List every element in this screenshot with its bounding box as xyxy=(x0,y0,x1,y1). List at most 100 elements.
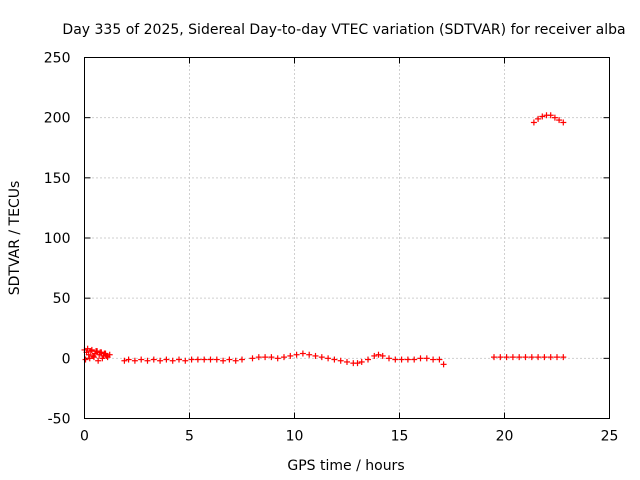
data-point xyxy=(411,356,418,363)
data-point xyxy=(392,356,399,363)
grid xyxy=(84,57,610,419)
data-point xyxy=(436,356,443,363)
data-point xyxy=(293,351,300,358)
data-point xyxy=(306,351,313,358)
data-point xyxy=(560,354,567,361)
data-point xyxy=(299,350,306,357)
data-point xyxy=(365,356,371,363)
x-tick-label: 5 xyxy=(185,429,194,445)
data-point xyxy=(232,357,239,364)
data-point xyxy=(274,355,281,362)
data-point xyxy=(358,358,365,365)
data-point xyxy=(95,357,102,364)
data-point xyxy=(85,351,92,358)
data-point xyxy=(331,356,338,363)
data-point xyxy=(541,354,548,361)
data-point xyxy=(99,355,106,362)
data-point xyxy=(430,356,437,363)
data-point xyxy=(86,355,93,362)
data-point xyxy=(535,115,542,122)
data-point xyxy=(509,354,516,361)
y-tick-label: 100 xyxy=(44,231,71,247)
data-point xyxy=(547,354,554,361)
y-tick-label: 0 xyxy=(62,351,71,367)
data-point xyxy=(344,358,350,365)
data-point xyxy=(268,354,275,361)
data-point xyxy=(281,354,287,361)
data-point xyxy=(262,354,269,361)
data-point xyxy=(404,356,411,363)
x-tick-label: 0 xyxy=(80,429,89,445)
data-point xyxy=(560,119,567,126)
data-point xyxy=(93,348,100,355)
y-tick-label: 150 xyxy=(44,171,71,187)
y-axis-label: SDTVAR / TECUs xyxy=(7,181,23,296)
data-point xyxy=(551,114,558,121)
data-point xyxy=(182,357,189,364)
data-point xyxy=(84,345,91,352)
data-point xyxy=(371,352,378,359)
data-point xyxy=(255,354,262,361)
data-point xyxy=(97,349,104,356)
data-point xyxy=(138,356,145,363)
axis-ticks: 0 5 10 15 20 25 -50 0 50 100 150 200 250 xyxy=(44,51,619,445)
data-point xyxy=(423,355,430,362)
x-tick-label: 25 xyxy=(601,429,619,445)
data-point xyxy=(176,356,182,363)
data-point xyxy=(82,356,89,363)
data-point xyxy=(188,356,195,363)
data-point xyxy=(497,354,504,361)
data-point xyxy=(144,357,151,364)
data-point xyxy=(516,354,523,361)
data-point xyxy=(150,356,157,363)
plot-frame xyxy=(84,57,610,419)
data-point xyxy=(386,355,392,362)
data-point xyxy=(87,348,94,355)
data-point xyxy=(318,354,325,361)
data-point xyxy=(194,356,201,363)
data-point xyxy=(249,355,256,362)
y-tick-label: 250 xyxy=(44,51,71,67)
y-tick-label: -50 xyxy=(48,412,71,428)
data-point xyxy=(379,352,386,359)
data-point xyxy=(547,112,554,119)
data-point xyxy=(491,354,497,361)
data-point xyxy=(530,119,537,126)
data-point xyxy=(375,351,382,358)
data-point xyxy=(220,357,227,364)
data-point xyxy=(169,357,176,364)
data-point xyxy=(556,117,563,124)
data-point xyxy=(398,356,405,363)
data-point xyxy=(131,357,138,364)
x-tick-label: 15 xyxy=(391,429,409,445)
data-point xyxy=(163,356,170,363)
data-point xyxy=(213,356,220,363)
data-point xyxy=(207,356,214,363)
data-point xyxy=(106,351,113,358)
data-point xyxy=(201,356,208,363)
y-tick-label: 50 xyxy=(53,291,71,307)
data-point xyxy=(239,356,245,363)
data-point xyxy=(539,113,546,120)
data-point xyxy=(287,352,294,359)
data-point xyxy=(440,361,447,368)
data-point xyxy=(325,355,332,362)
data-point xyxy=(226,356,233,363)
data-point xyxy=(522,354,529,361)
data-point xyxy=(88,346,95,353)
data-point xyxy=(535,354,542,361)
data-point xyxy=(417,355,424,362)
data-point xyxy=(554,354,560,361)
data-point xyxy=(337,357,344,364)
data-point xyxy=(157,357,164,364)
x-tick-label: 10 xyxy=(286,429,304,445)
chart-title: Day 335 of 2025, Sidereal Day-to-day VTE… xyxy=(62,22,625,38)
data-point xyxy=(354,360,361,367)
x-axis-label: GPS time / hours xyxy=(287,458,404,474)
data-point xyxy=(101,350,108,357)
x-tick-label: 20 xyxy=(496,429,514,445)
data-point xyxy=(125,356,132,363)
data-series-sdtvar xyxy=(81,112,567,368)
data-point xyxy=(312,352,319,359)
